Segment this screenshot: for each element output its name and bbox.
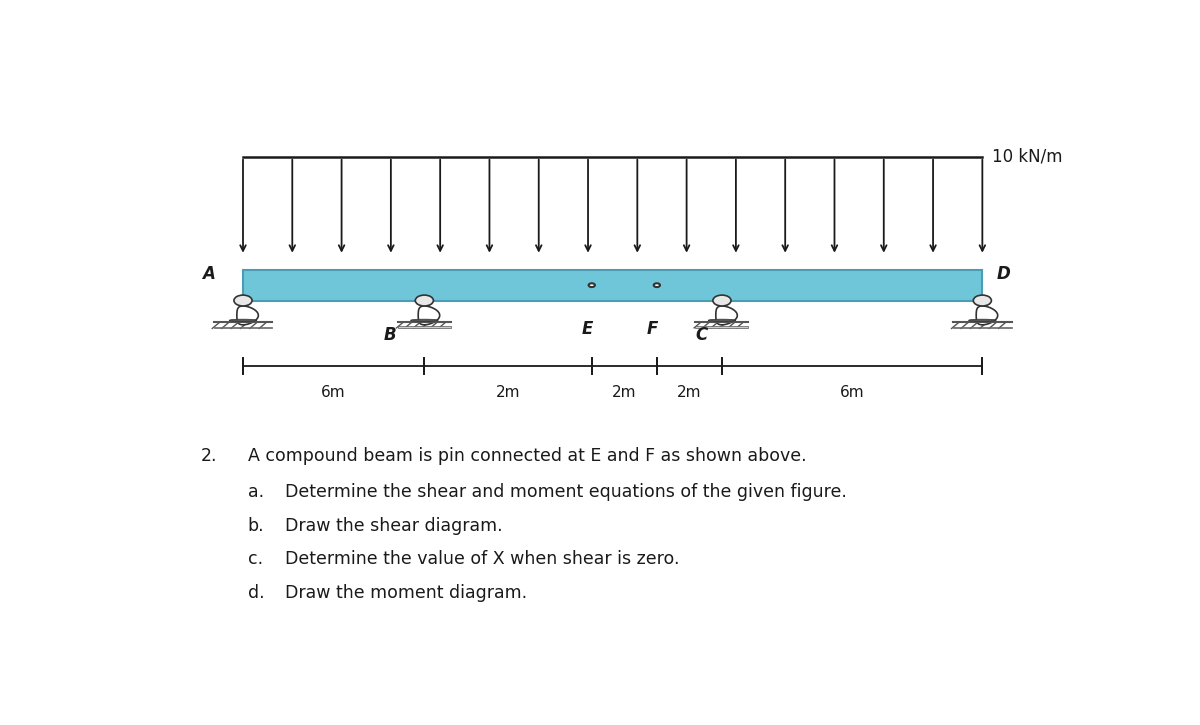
Circle shape (713, 295, 731, 306)
Circle shape (973, 295, 991, 306)
Text: C: C (696, 326, 708, 344)
Polygon shape (419, 306, 439, 325)
Text: a.: a. (247, 484, 264, 502)
Text: A compound beam is pin connected at E and F as shown above.: A compound beam is pin connected at E an… (247, 447, 806, 465)
Bar (696, 326, 749, 328)
Text: F: F (647, 320, 658, 338)
Text: b.: b. (247, 517, 264, 535)
Text: 2m: 2m (612, 384, 636, 399)
Text: 2m: 2m (496, 384, 521, 399)
Text: c.: c. (247, 550, 263, 568)
Text: d.: d. (247, 584, 264, 602)
Bar (953, 327, 1012, 328)
Ellipse shape (229, 319, 257, 321)
Text: E: E (582, 320, 593, 338)
Ellipse shape (708, 319, 736, 321)
Circle shape (654, 283, 660, 287)
Text: 2.: 2. (202, 447, 217, 465)
Circle shape (589, 283, 595, 287)
Polygon shape (716, 306, 737, 325)
Text: 2m: 2m (677, 384, 702, 399)
Text: 10 kN/m: 10 kN/m (991, 148, 1062, 166)
Text: Draw the shear diagram.: Draw the shear diagram. (284, 517, 503, 535)
Text: Determine the value of X when shear is zero.: Determine the value of X when shear is z… (284, 550, 679, 568)
Text: D: D (996, 265, 1010, 283)
Text: A: A (203, 265, 215, 283)
Ellipse shape (410, 319, 438, 321)
Circle shape (415, 295, 433, 306)
Text: 6m: 6m (840, 384, 864, 399)
Text: B: B (384, 326, 396, 344)
Polygon shape (977, 306, 997, 325)
Bar (398, 326, 451, 328)
Polygon shape (236, 306, 258, 325)
Text: Draw the moment diagram.: Draw the moment diagram. (284, 584, 527, 602)
Bar (242, 270, 983, 301)
Text: Determine the shear and moment equations of the given figure.: Determine the shear and moment equations… (284, 484, 847, 502)
Bar (214, 327, 272, 328)
Ellipse shape (968, 319, 996, 321)
Text: 6m: 6m (322, 384, 346, 399)
Circle shape (234, 295, 252, 306)
